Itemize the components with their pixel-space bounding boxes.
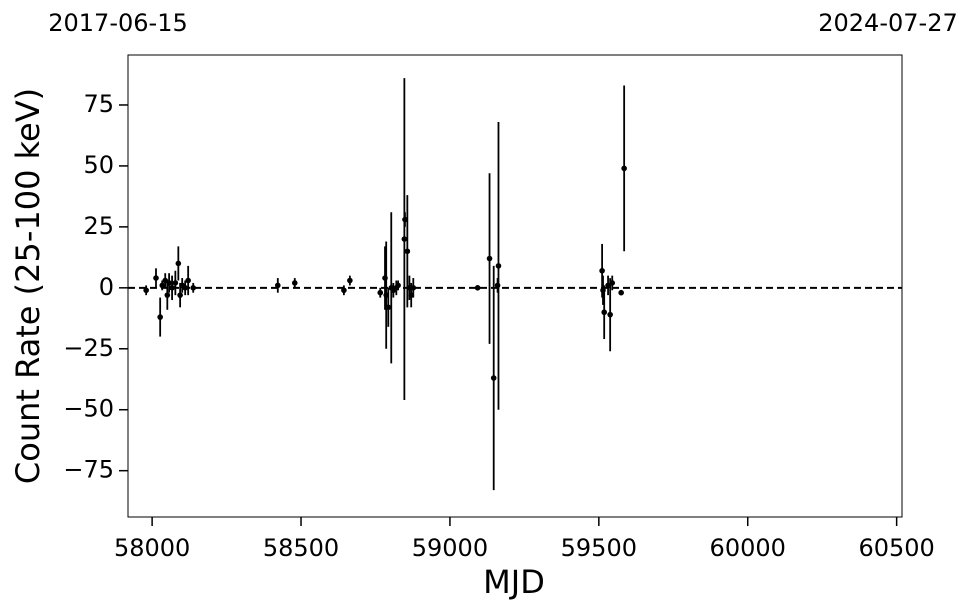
data-point (185, 277, 191, 284)
data-point (474, 285, 481, 291)
data-point (177, 292, 183, 298)
x-tick-label: 58000 (114, 534, 190, 562)
data-point (377, 289, 384, 296)
y-tick-label: −25 (63, 334, 114, 362)
data-point (601, 309, 607, 316)
data-point (410, 285, 417, 291)
top-date-left: 2017-06-15 (48, 9, 187, 37)
data-point (182, 285, 188, 291)
x-tick-label: 58500 (263, 534, 339, 562)
y-tick-label: 75 (83, 90, 114, 118)
data-point (190, 285, 197, 291)
y-tick-label: 0 (99, 273, 114, 301)
data-point (618, 289, 624, 296)
data-point (175, 260, 182, 267)
data-point (395, 282, 401, 289)
data-point (621, 165, 627, 172)
x-tick-label: 60000 (710, 534, 786, 562)
data-point (341, 287, 347, 294)
y-axis-label: Count Rate (25-100 keV) (9, 88, 47, 484)
data-point (401, 236, 408, 242)
data-point (291, 280, 298, 286)
data-point (157, 314, 163, 320)
data-point (169, 285, 175, 291)
data-point (172, 280, 179, 286)
data-point (164, 292, 171, 298)
x-tick-label: 60500 (858, 534, 934, 562)
plot-frame (127, 54, 903, 518)
y-tick-label: −75 (63, 456, 114, 484)
x-tick-label: 59000 (412, 534, 488, 562)
y-tick-label: 50 (83, 151, 114, 179)
x-tick-label: 59500 (561, 534, 637, 562)
y-tick-label: −50 (63, 395, 114, 423)
data-point (495, 263, 502, 269)
top-date-right: 2024-07-27 (818, 9, 957, 37)
data-point (490, 375, 497, 381)
data-point (159, 282, 166, 289)
data-point (609, 280, 616, 286)
data-point (402, 216, 408, 223)
data-point (166, 280, 172, 286)
data-point (599, 267, 605, 274)
data-point (274, 282, 281, 289)
data-point (607, 311, 613, 318)
data-point (143, 287, 149, 294)
y-tick-label: 25 (83, 212, 114, 240)
data-point (486, 255, 493, 262)
data-point (153, 275, 159, 281)
data-point (385, 304, 392, 311)
data-point (347, 277, 353, 284)
data-point (404, 248, 411, 255)
x-axis-label: MJD (483, 563, 545, 601)
